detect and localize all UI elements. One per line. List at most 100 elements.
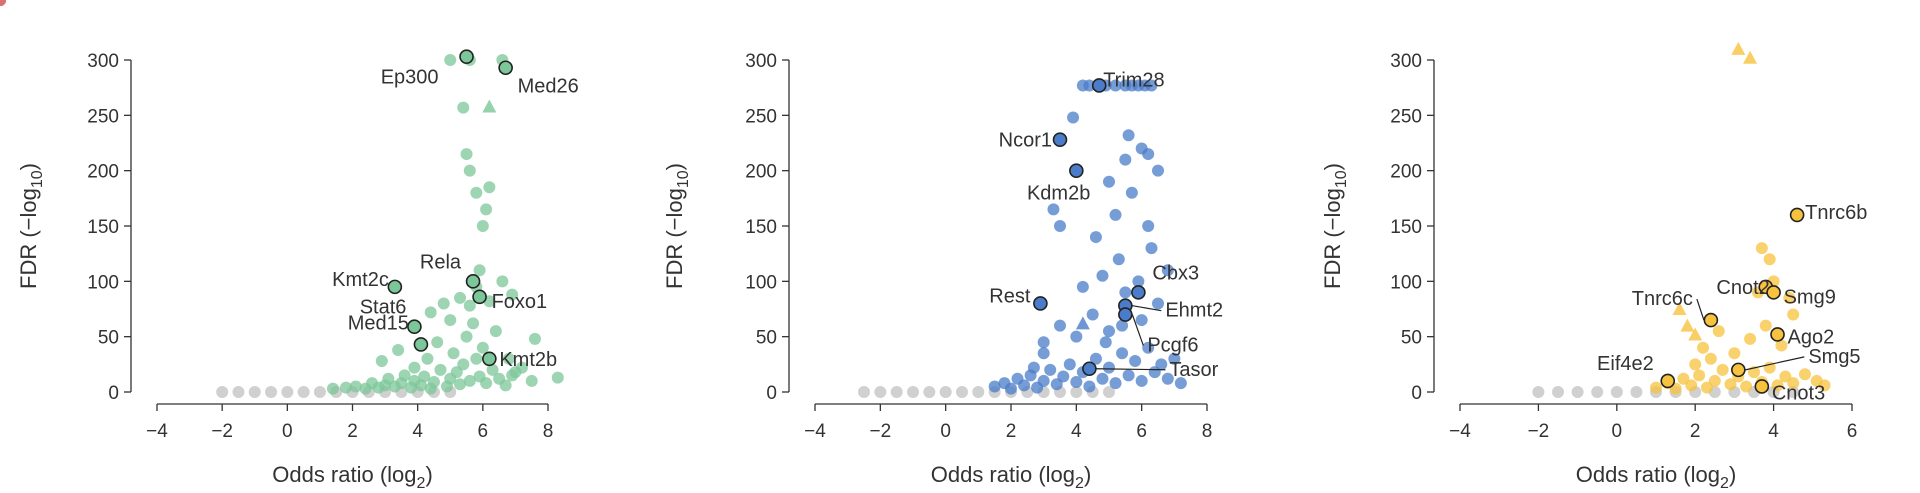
data-point: [467, 317, 480, 330]
y-tick-label: 50: [1401, 328, 1422, 349]
x-tick-label: −2: [869, 421, 891, 442]
data-point: [1099, 336, 1112, 349]
data-point: [1724, 378, 1737, 391]
data-point: [502, 352, 515, 365]
data-point: [463, 299, 476, 312]
data-point: [1109, 377, 1122, 390]
gene-label: Ep300: [381, 67, 439, 89]
gene-label: Stat6: [360, 297, 407, 319]
gene-label: Rest: [989, 285, 1031, 307]
background-point: [858, 386, 870, 398]
x-tick-label: 0: [940, 421, 951, 442]
x-tick-label: 2: [347, 421, 358, 442]
gene-label: Ago2: [1788, 326, 1835, 348]
background-point: [248, 386, 261, 398]
highlighted-point: [459, 49, 474, 64]
y-tick-label: 150: [87, 217, 119, 238]
x-tick-label: 0: [282, 421, 293, 442]
data-point: [1716, 363, 1729, 376]
data-point: [509, 366, 522, 379]
data-point: [375, 355, 388, 368]
data-point: [457, 101, 470, 114]
data-point: [1096, 372, 1109, 385]
numbered-point-label: 1: [0, 0, 11, 5]
gene-label: Med26: [518, 76, 579, 98]
highlighted-point: [387, 279, 403, 295]
x-tick-label: 2: [1006, 421, 1017, 442]
gene-label: Cnot2: [1716, 277, 1769, 299]
data-point: [1063, 358, 1076, 371]
background-point: [1070, 386, 1083, 398]
data-point: [463, 164, 476, 177]
data-point: [1142, 148, 1155, 161]
highlighted-point: [465, 274, 481, 289]
background-point: [297, 386, 310, 398]
data-point: [421, 352, 434, 365]
data-point: [528, 332, 541, 345]
data-point: [454, 378, 467, 391]
data-point: [1779, 370, 1792, 383]
y-axis-label: FDR (−log10): [662, 163, 692, 289]
numbered-point-label: 1: [0, 0, 11, 5]
data-point: [1145, 242, 1158, 255]
background-point: [1610, 386, 1623, 398]
data-point: [1650, 381, 1662, 394]
gene-label: Kdm2b: [1027, 183, 1090, 205]
x-tick-label: 6: [1847, 421, 1858, 442]
data-point: [1693, 369, 1706, 382]
gene-label: Smg5: [1808, 346, 1860, 368]
numbered-point-label: 7: [0, 0, 11, 5]
data-point: [1787, 377, 1800, 390]
data-point: [1119, 153, 1132, 166]
data-point: [1152, 164, 1164, 177]
gene-label: Cnot3: [1772, 382, 1825, 404]
numbered-point-label: 8: [0, 0, 11, 5]
highlighted-point: [407, 319, 422, 335]
y-tick-label: 200: [1390, 162, 1422, 183]
data-point: [1755, 242, 1768, 255]
data-point: [1685, 379, 1698, 392]
background-point: [956, 386, 968, 398]
numbered-point-label: 3: [0, 0, 11, 5]
numbered-point-label: 2: [0, 0, 11, 5]
highlighted-point: [1131, 285, 1146, 300]
data-point: [349, 380, 362, 393]
x-tick-label: −2: [1528, 421, 1550, 442]
y-tick-label: 100: [745, 272, 777, 293]
data-point: [1712, 325, 1725, 338]
gene-label: Tasor: [1169, 359, 1218, 381]
leader-line: [1131, 314, 1144, 346]
data-point: [434, 363, 447, 376]
numbered-point-label: 8: [0, 0, 11, 5]
data-point: [444, 314, 457, 327]
numbered-point-label: 5: [0, 0, 11, 5]
x-tick-label: −4: [146, 421, 168, 442]
triangle-point: [482, 99, 497, 113]
numbered-point-label: 4: [0, 0, 11, 5]
data-point: [460, 148, 473, 161]
data-point: [1103, 361, 1115, 374]
highlighted-point: [472, 289, 487, 305]
highlighted-point: [1069, 163, 1084, 178]
data-point: [1783, 291, 1796, 304]
y-axis-label: FDR (−log10): [1320, 163, 1350, 289]
data-point: [1759, 319, 1772, 332]
y-tick-label: 200: [745, 162, 777, 183]
data-point: [1125, 186, 1138, 199]
data-point: [1697, 341, 1710, 354]
data-point: [499, 379, 512, 392]
numbered-point-label: 7: [0, 0, 11, 5]
y-tick-label: 150: [745, 217, 777, 238]
data-point: [1116, 319, 1129, 332]
background-point: [216, 386, 229, 398]
x-tick-label: −2: [211, 421, 233, 442]
data-point: [1775, 339, 1788, 352]
triangle-point: [1680, 318, 1695, 332]
data-point: [1057, 370, 1070, 383]
data-point: [473, 264, 486, 277]
y-tick-label: 100: [1390, 272, 1422, 293]
data-point: [1044, 363, 1057, 376]
data-point: [1728, 347, 1741, 360]
